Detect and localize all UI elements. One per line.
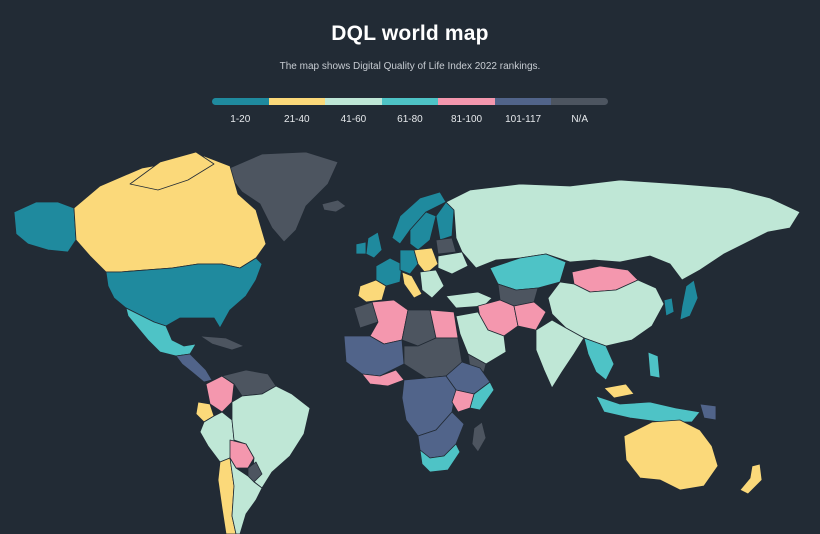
legend-item-na: N/A bbox=[551, 98, 608, 125]
country-paraguay[interactable] bbox=[247, 461, 263, 483]
country-uk[interactable] bbox=[365, 231, 383, 259]
legend-swatch bbox=[268, 98, 326, 105]
country-belarus[interactable] bbox=[435, 237, 457, 255]
legend-swatch bbox=[551, 98, 608, 105]
country-canada-islands[interactable] bbox=[129, 151, 215, 191]
legend-label: 21-40 bbox=[284, 114, 310, 125]
world-map-svg bbox=[13, 151, 801, 534]
legend-label: 81-100 bbox=[450, 114, 483, 125]
map-title: DQL world map bbox=[331, 22, 489, 45]
country-ukraine[interactable] bbox=[437, 251, 469, 275]
country-italy[interactable] bbox=[401, 271, 423, 299]
legend-label: 101-117 bbox=[505, 114, 542, 125]
country-madagascar[interactable] bbox=[471, 421, 487, 453]
country-france[interactable] bbox=[375, 257, 403, 287]
country-ireland[interactable] bbox=[355, 241, 367, 255]
country-turkey[interactable] bbox=[445, 291, 493, 309]
country-papua-new-guinea[interactable] bbox=[699, 403, 717, 421]
country-greenland[interactable] bbox=[224, 151, 339, 243]
legend-swatch bbox=[212, 98, 269, 105]
legend-swatch bbox=[438, 98, 495, 105]
legend-item-21-40: 21-40 bbox=[268, 98, 326, 125]
country-usa-alaska[interactable] bbox=[13, 201, 77, 253]
country-new-zealand[interactable] bbox=[739, 463, 763, 495]
country-argentina[interactable] bbox=[229, 457, 263, 534]
country-korea[interactable] bbox=[663, 297, 675, 317]
legend-swatch bbox=[381, 98, 439, 105]
legend-item-101-117: 101-117 bbox=[494, 98, 552, 125]
legend-item-41-60: 41-60 bbox=[325, 98, 382, 125]
country-afghanistan[interactable] bbox=[513, 301, 547, 331]
legend-swatch bbox=[325, 98, 382, 105]
map-subtitle: The map shows Digital Quality of Life In… bbox=[279, 61, 541, 72]
country-iceland[interactable] bbox=[321, 199, 347, 213]
country-japan[interactable] bbox=[679, 279, 699, 321]
country-central-america[interactable] bbox=[175, 353, 213, 383]
country-indonesia[interactable] bbox=[595, 395, 701, 423]
country-poland[interactable] bbox=[413, 247, 439, 275]
country-kenya[interactable] bbox=[451, 389, 475, 413]
country-india[interactable] bbox=[535, 319, 585, 389]
country-sweden[interactable] bbox=[409, 211, 437, 251]
legend-item-61-80: 61-80 bbox=[381, 98, 439, 125]
country-saudi-arabia[interactable] bbox=[455, 311, 507, 365]
country-mexico[interactable] bbox=[125, 307, 197, 357]
legend-label: 1-20 bbox=[230, 114, 251, 125]
country-caribbean[interactable] bbox=[199, 335, 245, 351]
country-brazil[interactable] bbox=[231, 385, 311, 489]
country-china[interactable] bbox=[547, 279, 665, 347]
country-finland[interactable] bbox=[435, 201, 455, 241]
country-germany[interactable] bbox=[399, 249, 419, 275]
legend-label: 41-60 bbox=[340, 114, 367, 125]
country-malaysia[interactable] bbox=[603, 383, 635, 399]
world-map bbox=[0, 140, 820, 534]
country-australia[interactable] bbox=[623, 419, 719, 491]
country-balkans[interactable] bbox=[419, 269, 445, 299]
country-southeast-asia[interactable] bbox=[583, 337, 615, 381]
legend-label: N/A bbox=[571, 114, 588, 125]
legend-swatch bbox=[494, 98, 552, 105]
legend-item-81-100: 81-100 bbox=[438, 98, 495, 125]
legend: 1-20 21-40 41-60 61-80 81-100 101-117 N/… bbox=[212, 98, 608, 125]
legend-item-1-20: 1-20 bbox=[212, 98, 269, 125]
country-philippines[interactable] bbox=[647, 351, 661, 379]
country-south-africa[interactable] bbox=[419, 443, 461, 473]
legend-label: 61-80 bbox=[397, 114, 423, 125]
country-russia[interactable] bbox=[445, 179, 801, 281]
country-spain[interactable] bbox=[357, 279, 387, 303]
